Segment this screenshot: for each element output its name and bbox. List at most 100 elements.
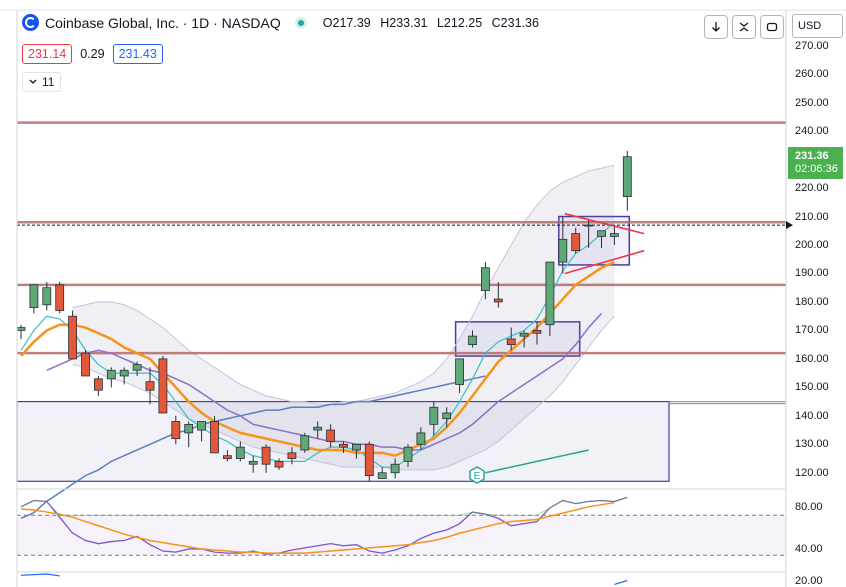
candle bbox=[184, 421, 194, 448]
candle-body bbox=[145, 381, 155, 391]
candle-body bbox=[261, 446, 271, 465]
candle bbox=[545, 261, 555, 337]
candle-body bbox=[16, 327, 26, 331]
buy-price-button[interactable]: 231.43 bbox=[112, 44, 163, 64]
candle bbox=[29, 284, 39, 314]
candle bbox=[158, 356, 168, 414]
candle bbox=[377, 467, 387, 479]
candle-body bbox=[339, 443, 348, 448]
candles bbox=[16, 151, 632, 482]
candle bbox=[261, 444, 271, 473]
fullscreen-icon bbox=[766, 22, 778, 32]
price-tick: 170.00 bbox=[795, 324, 829, 337]
candle bbox=[197, 421, 207, 442]
fullscreen-button[interactable] bbox=[760, 15, 784, 39]
candle bbox=[584, 219, 593, 248]
price-tick: 140.00 bbox=[795, 409, 829, 422]
trendline-upper bbox=[564, 212, 645, 235]
candle bbox=[248, 455, 258, 473]
candle-body bbox=[171, 421, 181, 439]
candle bbox=[171, 415, 181, 445]
trendlines bbox=[564, 212, 645, 275]
candle-body bbox=[403, 446, 413, 462]
last-price-tag: 231.36 02:06:36 bbox=[788, 147, 843, 179]
bar-countdown: 02:06:36 bbox=[795, 163, 838, 175]
sell-price-button[interactable]: 231.14 bbox=[22, 44, 73, 64]
candle bbox=[145, 367, 155, 405]
spread-value: 0.29 bbox=[80, 47, 105, 61]
candle-body bbox=[55, 284, 65, 311]
ma-blue bbox=[20, 375, 486, 520]
pane3-line bbox=[614, 579, 628, 585]
price-tick: 190.00 bbox=[795, 267, 829, 280]
candle bbox=[222, 449, 232, 462]
candle bbox=[480, 262, 490, 300]
candle bbox=[300, 432, 310, 453]
candle bbox=[558, 216, 568, 274]
candle bbox=[42, 282, 52, 311]
candle bbox=[416, 427, 426, 450]
candle bbox=[235, 441, 245, 462]
rsi-tick: 80.00 bbox=[795, 500, 823, 513]
rsi-ma-line bbox=[20, 501, 615, 554]
candle bbox=[94, 375, 103, 396]
candle bbox=[597, 230, 606, 248]
candle-body bbox=[506, 338, 516, 346]
rsi-tick: 40.00 bbox=[795, 542, 823, 555]
rsi-overbought bbox=[20, 496, 628, 516]
arrow-down-button[interactable] bbox=[704, 15, 728, 39]
candle bbox=[339, 441, 348, 453]
price-tick: 250.00 bbox=[795, 96, 829, 109]
candle bbox=[519, 330, 529, 348]
candle bbox=[351, 443, 361, 459]
candle-body bbox=[300, 435, 310, 451]
indicators-toggle[interactable]: 11 bbox=[22, 72, 62, 92]
candle-body bbox=[94, 378, 103, 391]
candle-body bbox=[313, 426, 323, 431]
candle-body bbox=[416, 432, 426, 445]
quote-row: 231.14 0.29 231.43 bbox=[22, 44, 163, 64]
rsi-pane bbox=[17, 496, 786, 556]
candle bbox=[455, 358, 465, 394]
candle bbox=[442, 407, 452, 428]
price-tick: 130.00 bbox=[795, 438, 829, 451]
price-tick: 200.00 bbox=[795, 238, 829, 251]
chevron-down-icon bbox=[29, 79, 37, 84]
candle-body bbox=[132, 364, 142, 371]
candle-body bbox=[29, 284, 39, 309]
candle-body bbox=[210, 421, 219, 454]
candle-body bbox=[519, 332, 529, 337]
candle-body bbox=[222, 455, 232, 459]
candle bbox=[364, 441, 374, 482]
candle bbox=[81, 350, 90, 377]
candle-body bbox=[235, 446, 245, 459]
candle-body bbox=[455, 358, 465, 385]
candle bbox=[68, 310, 77, 360]
candle-body bbox=[377, 472, 387, 479]
candle-body bbox=[493, 298, 503, 303]
price-tick: 240.00 bbox=[795, 125, 829, 138]
band-fill bbox=[72, 165, 615, 470]
candle-body bbox=[106, 369, 116, 380]
consolidation-boxes bbox=[16, 215, 786, 482]
candle-body bbox=[351, 443, 361, 451]
candle bbox=[506, 327, 516, 351]
trendline-lower bbox=[564, 249, 645, 275]
rsi-band-fill bbox=[17, 515, 786, 556]
candle-body bbox=[248, 460, 258, 465]
symbol-title[interactable]: Coinbase Global, Inc. · 1D · NASDAQ bbox=[45, 14, 281, 31]
pane3-line bbox=[20, 573, 60, 577]
candle-body bbox=[532, 330, 542, 334]
expand-button[interactable] bbox=[732, 15, 756, 39]
candle bbox=[132, 361, 142, 376]
earnings-marker[interactable]: E bbox=[468, 466, 486, 484]
chart-legend: Coinbase Global, Inc. · 1D · NASDAQ O217… bbox=[22, 14, 545, 31]
market-status-icon[interactable] bbox=[294, 16, 307, 29]
currency-select[interactable]: USD bbox=[792, 14, 843, 38]
price-tick: 160.00 bbox=[795, 352, 829, 365]
candle-body bbox=[184, 423, 194, 434]
price-tick: 220.00 bbox=[795, 182, 829, 195]
candle bbox=[571, 227, 581, 254]
price-tick: 260.00 bbox=[795, 68, 829, 81]
